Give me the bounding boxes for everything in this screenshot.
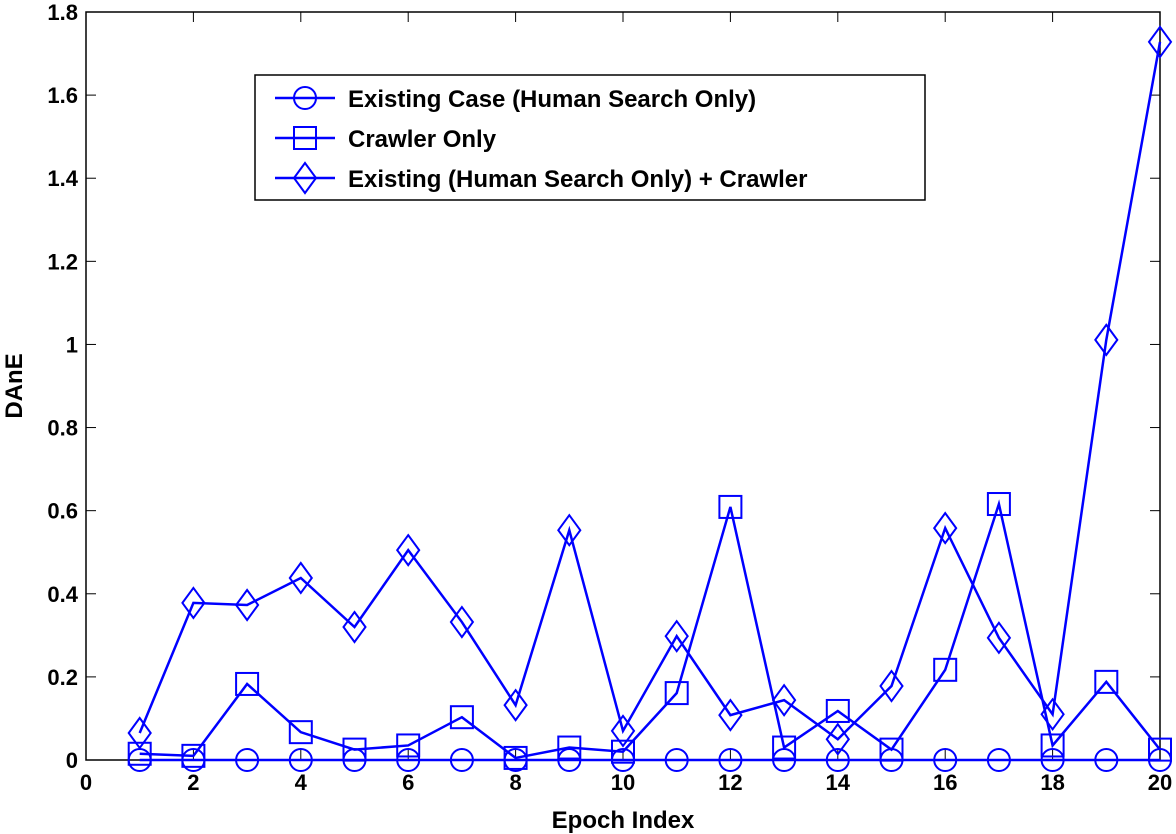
- y-tick-label: 0.8: [47, 416, 78, 441]
- marker: [288, 720, 313, 745]
- marker: [986, 621, 1012, 655]
- marker: [718, 698, 743, 732]
- x-tick-label: 4: [295, 770, 308, 795]
- marker: [664, 748, 689, 772]
- marker: [1147, 25, 1173, 59]
- marker: [395, 533, 421, 567]
- x-tick-label: 8: [509, 770, 521, 795]
- marker: [396, 733, 421, 758]
- y-tick-label: 1.4: [47, 166, 78, 191]
- marker: [718, 748, 743, 772]
- marker: [933, 748, 958, 772]
- marker: [557, 748, 582, 772]
- marker: [664, 619, 689, 653]
- legend-marker: [293, 126, 317, 150]
- marker: [771, 683, 797, 717]
- marker: [610, 714, 636, 748]
- y-tick-label: 1.2: [47, 249, 78, 274]
- marker: [1040, 697, 1065, 731]
- marker: [1040, 733, 1065, 758]
- marker: [933, 657, 958, 682]
- y-tick-label: 1: [66, 332, 78, 357]
- marker: [342, 737, 367, 762]
- x-tick-label: 6: [402, 770, 414, 795]
- marker: [449, 748, 474, 772]
- legend-label: Existing Case (Human Search Only): [348, 86, 756, 113]
- marker: [235, 671, 260, 696]
- y-tick-label: 1.6: [47, 83, 78, 108]
- x-tick-label: 2: [187, 770, 199, 795]
- x-tick-label: 20: [1148, 770, 1172, 795]
- legend-marker: [292, 161, 318, 195]
- marker: [181, 586, 206, 620]
- marker: [342, 610, 367, 644]
- marker: [718, 494, 743, 519]
- marker: [396, 748, 421, 772]
- marker: [825, 698, 850, 723]
- marker: [986, 492, 1011, 517]
- marker: [1148, 737, 1172, 762]
- marker: [1040, 748, 1065, 772]
- x-tick-label: 14: [826, 770, 851, 795]
- marker: [1094, 748, 1119, 772]
- y-axis-label: DAnE: [1, 353, 28, 418]
- marker: [288, 561, 314, 595]
- marker: [449, 605, 475, 639]
- marker: [127, 741, 152, 766]
- marker: [825, 722, 851, 756]
- series-line: [139, 499, 1161, 760]
- marker: [1094, 323, 1119, 357]
- marker: [664, 681, 689, 706]
- series-line: [138, 41, 1162, 741]
- marker: [449, 705, 474, 730]
- x-tick-label: 18: [1040, 770, 1064, 795]
- marker: [879, 737, 904, 762]
- legend-box: [254, 74, 926, 201]
- y-tick-label: 0: [66, 748, 78, 773]
- y-tick-label: 0.4: [47, 582, 78, 607]
- marker: [611, 739, 635, 764]
- marker: [986, 748, 1011, 772]
- marker: [879, 669, 904, 703]
- marker: [127, 716, 152, 750]
- x-tick-label: 12: [718, 770, 742, 795]
- marker: [772, 735, 797, 760]
- marker: [181, 743, 206, 768]
- marker: [503, 745, 528, 770]
- marker: [932, 511, 958, 545]
- x-tick-label: 0: [80, 770, 92, 795]
- legend-label: Existing (Human Search Only) + Crawler: [348, 166, 807, 193]
- marker: [825, 748, 850, 772]
- x-tick-label: 10: [611, 770, 635, 795]
- marker: [234, 588, 260, 622]
- legend-marker: [293, 86, 317, 110]
- marker: [503, 688, 528, 722]
- x-axis-label: Epoch Index: [552, 807, 695, 834]
- marker: [288, 748, 313, 772]
- marker: [557, 735, 582, 760]
- y-tick-label: 0.2: [47, 665, 78, 690]
- legend-label: Crawler Only: [348, 126, 497, 153]
- x-tick-label: 16: [933, 770, 957, 795]
- y-tick-label: 1.8: [47, 0, 78, 25]
- marker: [557, 513, 582, 547]
- y-tick-label: 0.6: [47, 499, 78, 524]
- marker: [1094, 669, 1119, 694]
- marker: [235, 748, 260, 772]
